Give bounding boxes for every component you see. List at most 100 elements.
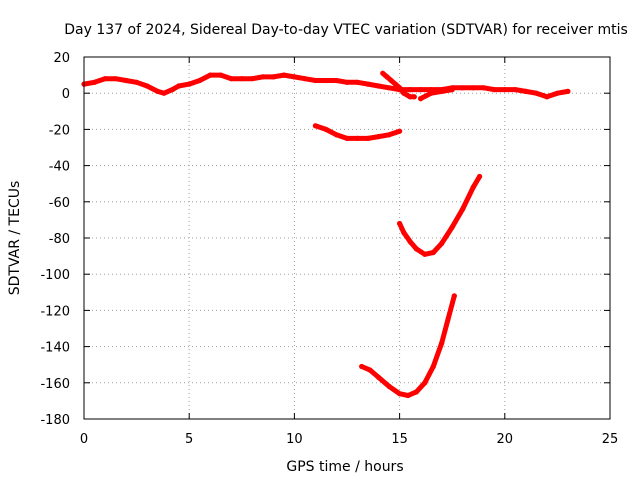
data-point (439, 340, 445, 346)
data-point (376, 374, 382, 380)
data-point (354, 135, 361, 141)
data-point (481, 85, 487, 91)
data-point (365, 135, 371, 141)
data-point (411, 94, 417, 100)
data-point (376, 83, 382, 89)
data-point (102, 76, 108, 82)
data-point (302, 76, 308, 82)
data-point (260, 74, 266, 80)
data-point (392, 81, 398, 87)
data-point (123, 77, 129, 84)
x-tick-label: 5 (185, 432, 193, 447)
data-point (380, 70, 386, 76)
y-tick-label: -60 (49, 196, 70, 211)
data-point (388, 77, 394, 84)
data-point (512, 87, 518, 93)
data-point (533, 90, 540, 96)
data-point (502, 87, 508, 93)
data-point (239, 76, 245, 82)
data-point (312, 123, 318, 129)
data-point (470, 85, 476, 91)
data-point (144, 83, 150, 89)
data-point (344, 135, 350, 141)
data-point (430, 249, 436, 256)
data-point (376, 134, 382, 140)
data-point (323, 126, 329, 132)
data-point (386, 132, 392, 138)
data-point (407, 239, 413, 245)
data-point (134, 79, 140, 85)
data-point (155, 88, 161, 94)
y-tick-label: 20 (53, 51, 70, 66)
data-point (386, 85, 392, 91)
data-point (91, 79, 98, 85)
data-point (445, 316, 451, 322)
data-point (491, 87, 497, 93)
data-point (333, 132, 340, 138)
data-point (176, 83, 182, 89)
y-tick-label: 0 (62, 87, 70, 102)
data-point (565, 88, 571, 94)
data-point (218, 72, 224, 78)
x-tick-label: 0 (80, 432, 88, 447)
data-point (451, 293, 457, 299)
x-tick-label: 10 (286, 432, 303, 447)
y-tick-label: -100 (40, 268, 70, 283)
chart-title: Day 137 of 2024, Sidereal Day-to-day VTE… (64, 22, 628, 38)
data-point (169, 87, 175, 93)
data-point (228, 76, 234, 82)
data-point (407, 87, 413, 93)
data-point (413, 246, 419, 252)
data-point (344, 79, 350, 85)
data-point (354, 79, 361, 85)
x-axis-label: GPS time / hours (286, 459, 403, 475)
grid (84, 57, 610, 419)
data-point (186, 81, 192, 87)
data-point (397, 220, 403, 227)
data-point (249, 76, 255, 82)
data-point (460, 85, 466, 91)
data-point (407, 94, 413, 100)
series-group (81, 70, 571, 399)
ticks: 0 5 10 15 20 25 20 0 -20 -40 -60 -80 -100 -120 -140 -16… (40, 51, 618, 447)
data-point (323, 77, 329, 84)
x-tick-label: 15 (391, 432, 408, 447)
data-point (413, 389, 419, 395)
data-point (333, 77, 340, 84)
data-point (430, 363, 436, 370)
data-point (422, 380, 428, 386)
data-point (113, 76, 119, 82)
data-point (470, 184, 476, 190)
y-tick-label: -180 (40, 413, 70, 428)
data-point (367, 367, 373, 373)
data-point (428, 90, 434, 96)
y-tick-label: -20 (49, 123, 70, 138)
data-point (418, 96, 424, 102)
data-point (401, 230, 407, 236)
data-point (439, 88, 445, 94)
data-point (281, 72, 287, 78)
data-point (359, 363, 365, 370)
y-axis-label: SDTVAR / TECUs (7, 181, 23, 296)
data-point (397, 128, 403, 134)
data-point (422, 251, 428, 257)
x-tick-label: 20 (497, 432, 514, 447)
data-point (312, 77, 318, 84)
data-point (207, 72, 213, 78)
data-point (161, 90, 167, 96)
data-point (405, 392, 411, 399)
data-point (197, 77, 203, 84)
data-point (523, 88, 529, 94)
data-point (386, 383, 392, 389)
data-point (544, 94, 550, 100)
data-point (365, 81, 371, 87)
series-line (418, 87, 455, 102)
x-tick-label: 25 (602, 432, 619, 447)
data-point (384, 74, 390, 80)
y-tick-label: -40 (49, 160, 70, 175)
data-point (401, 90, 407, 96)
data-point (554, 90, 561, 96)
y-tick-label: -120 (40, 304, 70, 319)
data-point (477, 173, 483, 180)
